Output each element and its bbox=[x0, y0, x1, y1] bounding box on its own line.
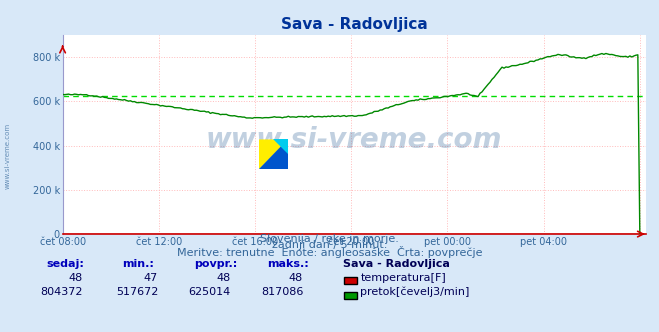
Polygon shape bbox=[273, 139, 288, 154]
Text: temperatura[F]: temperatura[F] bbox=[360, 273, 446, 283]
Text: Sava - Radovljica: Sava - Radovljica bbox=[343, 259, 449, 269]
Text: 817086: 817086 bbox=[261, 288, 303, 297]
Text: Meritve: trenutne  Enote: angleosaške  Črta: povprečje: Meritve: trenutne Enote: angleosaške Črt… bbox=[177, 246, 482, 258]
Text: 48: 48 bbox=[289, 273, 303, 283]
Text: www.si-vreme.com: www.si-vreme.com bbox=[206, 126, 502, 154]
Text: 48: 48 bbox=[216, 273, 231, 283]
Text: sedaj:: sedaj: bbox=[46, 259, 84, 269]
Text: www.si-vreme.com: www.si-vreme.com bbox=[5, 123, 11, 189]
Polygon shape bbox=[259, 139, 288, 169]
Text: 48: 48 bbox=[68, 273, 82, 283]
Text: 625014: 625014 bbox=[188, 288, 231, 297]
Text: 47: 47 bbox=[144, 273, 158, 283]
Text: min.:: min.: bbox=[122, 259, 154, 269]
Title: Sava - Radovljica: Sava - Radovljica bbox=[281, 17, 428, 32]
Polygon shape bbox=[259, 139, 288, 169]
Text: povpr.:: povpr.: bbox=[194, 259, 238, 269]
Text: zadnji dan / 5 minut.: zadnji dan / 5 minut. bbox=[272, 240, 387, 250]
Text: pretok[čevelj3/min]: pretok[čevelj3/min] bbox=[360, 287, 470, 297]
Text: 804372: 804372 bbox=[40, 288, 82, 297]
Text: Slovenija / reke in morje.: Slovenija / reke in morje. bbox=[260, 234, 399, 244]
Text: 517672: 517672 bbox=[116, 288, 158, 297]
Text: maks.:: maks.: bbox=[267, 259, 308, 269]
